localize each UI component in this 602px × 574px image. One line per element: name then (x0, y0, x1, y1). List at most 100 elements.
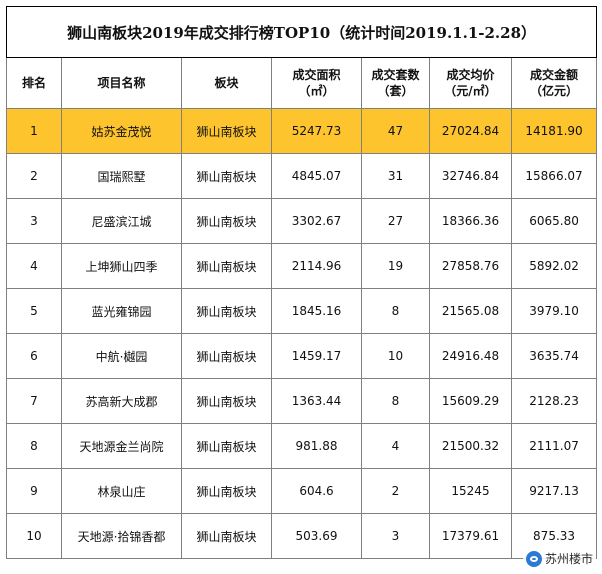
amount-cell: 3979.10 (510, 288, 598, 334)
block-cell: 狮山南板块 (181, 243, 272, 289)
avg-price-cell: 15245 (429, 468, 512, 514)
header-project-name: 项目名称 (61, 57, 182, 109)
avg-price-cell: 21500.32 (429, 423, 512, 469)
header-unit: （元/㎡） (444, 84, 497, 98)
avg-price-cell: 17379.61 (429, 513, 512, 559)
project-name-cell: 姑苏金茂悦 (61, 108, 182, 154)
amount-cell: 2111.07 (510, 423, 598, 469)
project-name-cell: 天地源·拾锦香都 (61, 513, 182, 559)
block-cell: 狮山南板块 (181, 423, 272, 469)
avg-price-cell: 21565.08 (429, 288, 512, 334)
table-body: 1 姑苏金茂悦 狮山南板块 5247.73 47 27024.84 14181.90 2 国瑞熙… (6, 108, 598, 559)
units-cell: 8 (361, 378, 430, 424)
header-label: 项目名称 (97, 76, 146, 90)
header-label: 成交金额 (530, 68, 579, 82)
block-cell: 狮山南板块 (181, 468, 272, 514)
table-row: 2 国瑞熙墅 狮山南板块 4845.07 31 32746.84 15866.07 (6, 153, 598, 199)
project-name-cell: 尼盛滨江城 (61, 198, 182, 244)
units-cell: 47 (361, 108, 430, 154)
block-cell: 狮山南板块 (181, 378, 272, 424)
rank-cell: 9 (6, 468, 62, 514)
header-amount: 成交金额 （亿元） (510, 57, 598, 109)
table-row: 7 苏高新大成郡 狮山南板块 1363.44 8 15609.29 2128.23 (6, 378, 598, 424)
header-units: 成交套数 （套） (361, 57, 430, 109)
area-cell: 1845.16 (271, 288, 362, 334)
rank-cell: 2 (6, 153, 62, 199)
header-avg-price: 成交均价 （元/㎡） (429, 57, 512, 109)
avg-price-cell: 15609.29 (429, 378, 512, 424)
header-unit: （㎡） (298, 84, 335, 98)
units-cell: 3 (361, 513, 430, 559)
amount-cell: 3635.74 (510, 333, 598, 379)
header-block: 板块 (181, 57, 272, 109)
block-cell: 狮山南板块 (181, 333, 272, 379)
header-unit: （亿元） (530, 84, 579, 98)
units-cell: 27 (361, 198, 430, 244)
table-row: 10 天地源·拾锦香都 狮山南板块 503.69 3 17379.61 875.33 (6, 513, 598, 559)
block-cell: 狮山南板块 (181, 288, 272, 334)
header-label: 成交面积 (292, 68, 341, 82)
watermark: 苏州楼市 (522, 549, 596, 568)
header-label: 排名 (21, 76, 46, 90)
block-cell: 狮山南板块 (181, 513, 272, 559)
project-name-cell: 天地源金兰尚院 (61, 423, 182, 469)
header-label: 板块 (214, 76, 239, 90)
table-row: 4 上坤狮山四季 狮山南板块 2114.96 19 27858.76 5892.02 (6, 243, 598, 289)
area-cell: 4845.07 (271, 153, 362, 199)
amount-cell: 15866.07 (510, 153, 598, 199)
area-cell: 1363.44 (271, 378, 362, 424)
area-cell: 981.88 (271, 423, 362, 469)
units-cell: 8 (361, 288, 430, 334)
header-row: 排名 项目名称 板块 成交面积 （㎡） 成交套数 （套） 成交均价 （元/㎡） 成交金额 （亿元） (6, 57, 598, 109)
units-cell: 4 (361, 423, 430, 469)
area-cell: 604.6 (271, 468, 362, 514)
area-cell: 2114.96 (271, 243, 362, 289)
header-rank: 排名 (6, 57, 62, 109)
ranking-table-container: 狮山南板块2019年成交排行榜TOP10（统计时间2019.1.1-2.28） … (5, 6, 598, 559)
header-label: 成交均价 (446, 68, 495, 82)
area-cell: 1459.17 (271, 333, 362, 379)
table-row: 8 天地源金兰尚院 狮山南板块 981.88 4 21500.32 2111.07 (6, 423, 598, 469)
units-cell: 10 (361, 333, 430, 379)
units-cell: 31 (361, 153, 430, 199)
rank-cell: 1 (6, 108, 62, 154)
ranking-table: 狮山南板块2019年成交排行榜TOP10（统计时间2019.1.1-2.28） … (5, 6, 598, 559)
avg-price-cell: 27858.76 (429, 243, 512, 289)
block-cell: 狮山南板块 (181, 108, 272, 154)
rank-cell: 5 (6, 288, 62, 334)
table-title: 狮山南板块2019年成交排行榜TOP10（统计时间2019.1.1-2.28） (5, 6, 598, 58)
table-row: 1 姑苏金茂悦 狮山南板块 5247.73 47 27024.84 14181.90 (6, 108, 598, 154)
area-cell: 3302.67 (271, 198, 362, 244)
wechat-channel-icon (525, 550, 542, 567)
project-name-cell: 苏高新大成郡 (61, 378, 182, 424)
block-cell: 狮山南板块 (181, 198, 272, 244)
rank-cell: 8 (6, 423, 62, 469)
rank-cell: 6 (6, 333, 62, 379)
table-row: 9 林泉山庄 狮山南板块 604.6 2 15245 9217.13 (6, 468, 598, 514)
table-row: 3 尼盛滨江城 狮山南板块 3302.67 27 18366.36 6065.80 (6, 198, 598, 244)
units-cell: 2 (361, 468, 430, 514)
project-name-cell: 林泉山庄 (61, 468, 182, 514)
project-name-cell: 上坤狮山四季 (61, 243, 182, 289)
rank-cell: 7 (6, 378, 62, 424)
amount-cell: 2128.23 (510, 378, 598, 424)
amount-cell: 5892.02 (510, 243, 598, 289)
area-cell: 503.69 (271, 513, 362, 559)
header-unit: （套） (377, 84, 414, 98)
table-row: 6 中航·樾园 狮山南板块 1459.17 10 24916.48 3635.74 (6, 333, 598, 379)
header-area: 成交面积 （㎡） (271, 57, 362, 109)
amount-cell: 9217.13 (510, 468, 598, 514)
avg-price-cell: 32746.84 (429, 153, 512, 199)
header-label: 成交套数 (371, 68, 420, 82)
project-name-cell: 蓝光雍锦园 (61, 288, 182, 334)
area-cell: 5247.73 (271, 108, 362, 154)
table-row: 5 蓝光雍锦园 狮山南板块 1845.16 8 21565.08 3979.10 (6, 288, 598, 334)
block-cell: 狮山南板块 (181, 153, 272, 199)
rank-cell: 4 (6, 243, 62, 289)
project-name-cell: 国瑞熙墅 (61, 153, 182, 199)
avg-price-cell: 27024.84 (429, 108, 512, 154)
avg-price-cell: 18366.36 (429, 198, 512, 244)
rank-cell: 3 (6, 198, 62, 244)
watermark-text: 苏州楼市 (544, 552, 593, 566)
avg-price-cell: 24916.48 (429, 333, 512, 379)
